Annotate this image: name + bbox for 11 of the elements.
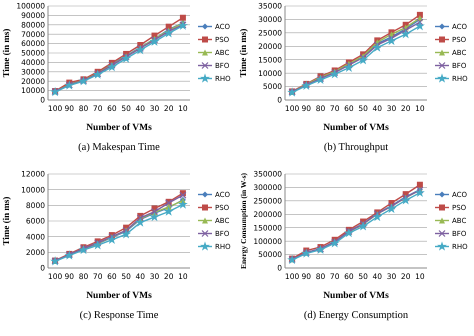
x-axis-title: Number of VMs	[323, 123, 390, 133]
text: (b) Throughput	[324, 142, 388, 153]
x-axis-title: Number of VMs	[86, 291, 152, 301]
y-axis-title: Time (in ms)	[1, 196, 11, 246]
text: (d) Energy Consumption	[304, 310, 409, 321]
text: (a) Makespan Time	[78, 142, 160, 153]
text: (c) Response Time	[80, 310, 159, 321]
y-axis-title: Time (in ms)	[1, 28, 11, 78]
x-axis-title: Number of VMs	[86, 123, 152, 133]
x-axis-title: Number of VMs	[323, 291, 390, 301]
y-axis-title: Time (in ms)	[238, 28, 248, 78]
